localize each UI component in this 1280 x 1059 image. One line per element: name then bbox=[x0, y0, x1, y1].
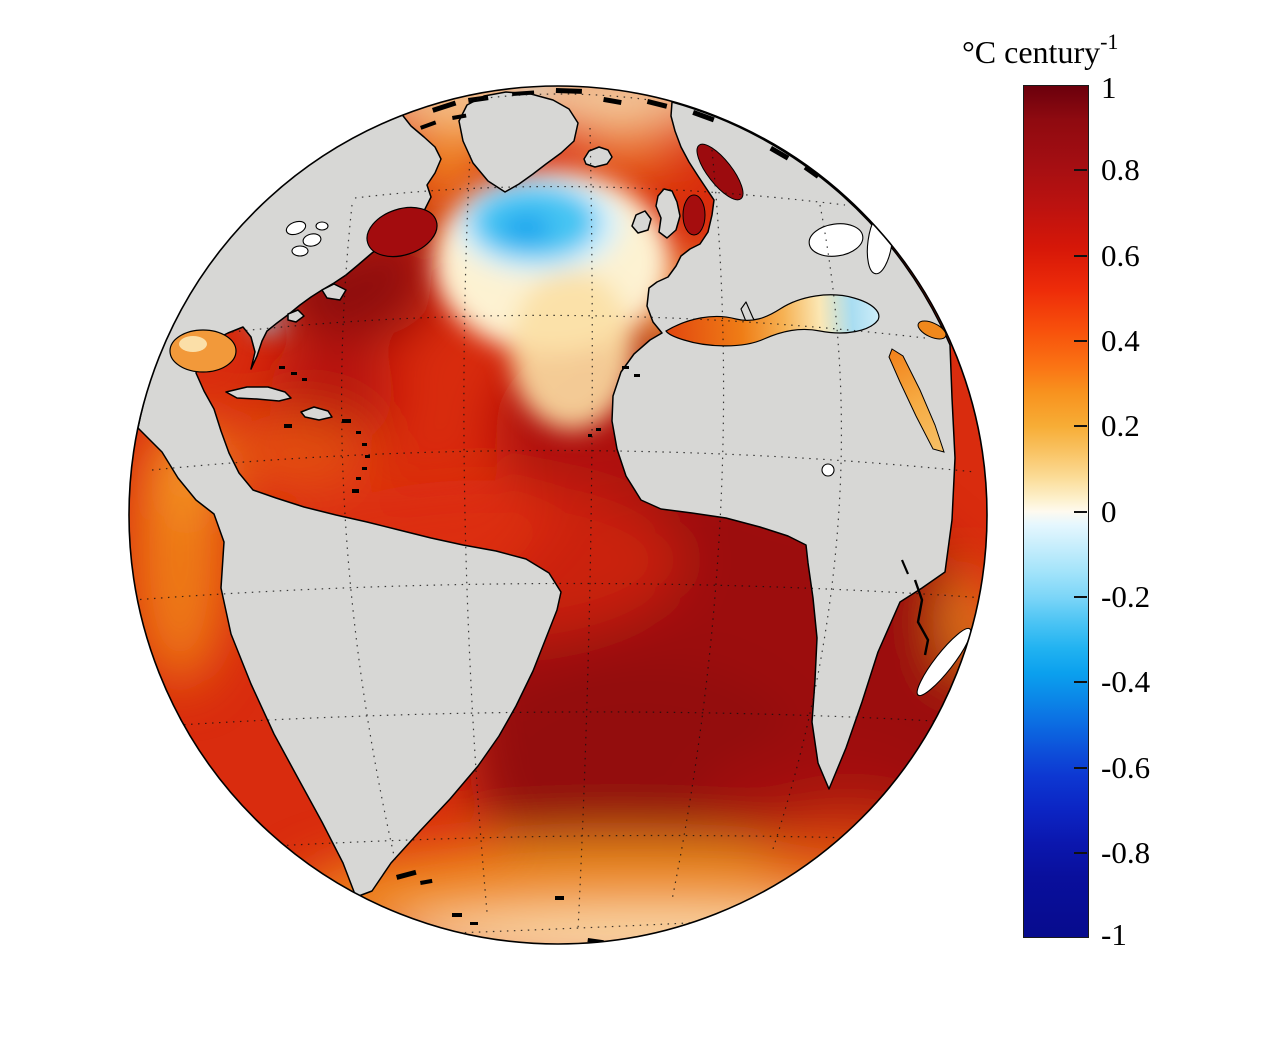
great-lake bbox=[315, 221, 329, 231]
colorbar-tick-mark bbox=[1074, 852, 1087, 854]
colorbar-unit-text: °C century bbox=[962, 34, 1101, 70]
colorbar-tick-label: -0.4 bbox=[1101, 664, 1151, 699]
hudson-bay bbox=[366, 206, 438, 258]
colorbar-tick-mark bbox=[1074, 596, 1087, 598]
colorbar-tick-label: -0.2 bbox=[1101, 579, 1151, 614]
continent-greenland bbox=[458, 91, 579, 193]
colorbar-tick-label: -0.6 bbox=[1101, 750, 1151, 785]
continent-afro-eurasia bbox=[611, 101, 956, 790]
island-great-britain bbox=[655, 188, 681, 239]
colorbar-tick-label: 0.2 bbox=[1101, 408, 1140, 443]
island-ireland bbox=[631, 210, 652, 234]
mediterranean-sea bbox=[665, 294, 880, 347]
baltic-sea bbox=[696, 143, 744, 201]
north-sea bbox=[682, 194, 706, 236]
colorbar-tick-label: -1 bbox=[1101, 917, 1127, 952]
colorbar-tick-label: 1 bbox=[1101, 70, 1117, 105]
inland-waters-no-data bbox=[285, 209, 972, 697]
globe-outline bbox=[128, 85, 988, 945]
warming-hole bbox=[252, 86, 670, 430]
graticule bbox=[132, 93, 986, 936]
island-nova-scotia bbox=[287, 309, 305, 323]
colorbar-tick-mark bbox=[1074, 169, 1087, 171]
colorbar-tick-label: 0.8 bbox=[1101, 152, 1140, 187]
colorbar-tick-mark bbox=[1074, 511, 1087, 513]
colorbar-title: °C century-1 bbox=[962, 22, 1222, 72]
island-cuba bbox=[225, 386, 292, 402]
marginal-seas bbox=[169, 143, 947, 453]
red-sea bbox=[888, 348, 945, 453]
colorbar-tick-mark bbox=[1074, 255, 1087, 257]
great-lake bbox=[291, 245, 309, 257]
gulf-of-mexico-highlight bbox=[179, 336, 207, 352]
island-hispaniola bbox=[300, 406, 333, 421]
colorbar-tick-mark bbox=[1074, 340, 1087, 342]
colorbar-tick-mark bbox=[1074, 425, 1087, 427]
colorbar-tick-label: 0.4 bbox=[1101, 323, 1140, 358]
great-lake bbox=[285, 220, 307, 236]
great-lake bbox=[302, 233, 322, 247]
island-iceland bbox=[583, 146, 613, 168]
colorbar-tick-label: 0.6 bbox=[1101, 238, 1140, 273]
black-sea bbox=[808, 223, 864, 257]
colorbar-tick-label: -0.8 bbox=[1101, 835, 1151, 870]
gulf-of-mexico bbox=[169, 329, 237, 373]
colorbar-tick-label: 0 bbox=[1101, 494, 1117, 529]
colorbar-tick-mark bbox=[1074, 767, 1087, 769]
ocean-field bbox=[129, 86, 987, 944]
colorbar-unit-exponent: -1 bbox=[1100, 29, 1119, 54]
colorbar-tick-mark bbox=[1074, 681, 1087, 683]
island-newfoundland bbox=[321, 283, 347, 301]
island-madagascar bbox=[916, 627, 972, 697]
lake-victoria bbox=[821, 463, 835, 477]
persian-gulf bbox=[917, 320, 947, 340]
